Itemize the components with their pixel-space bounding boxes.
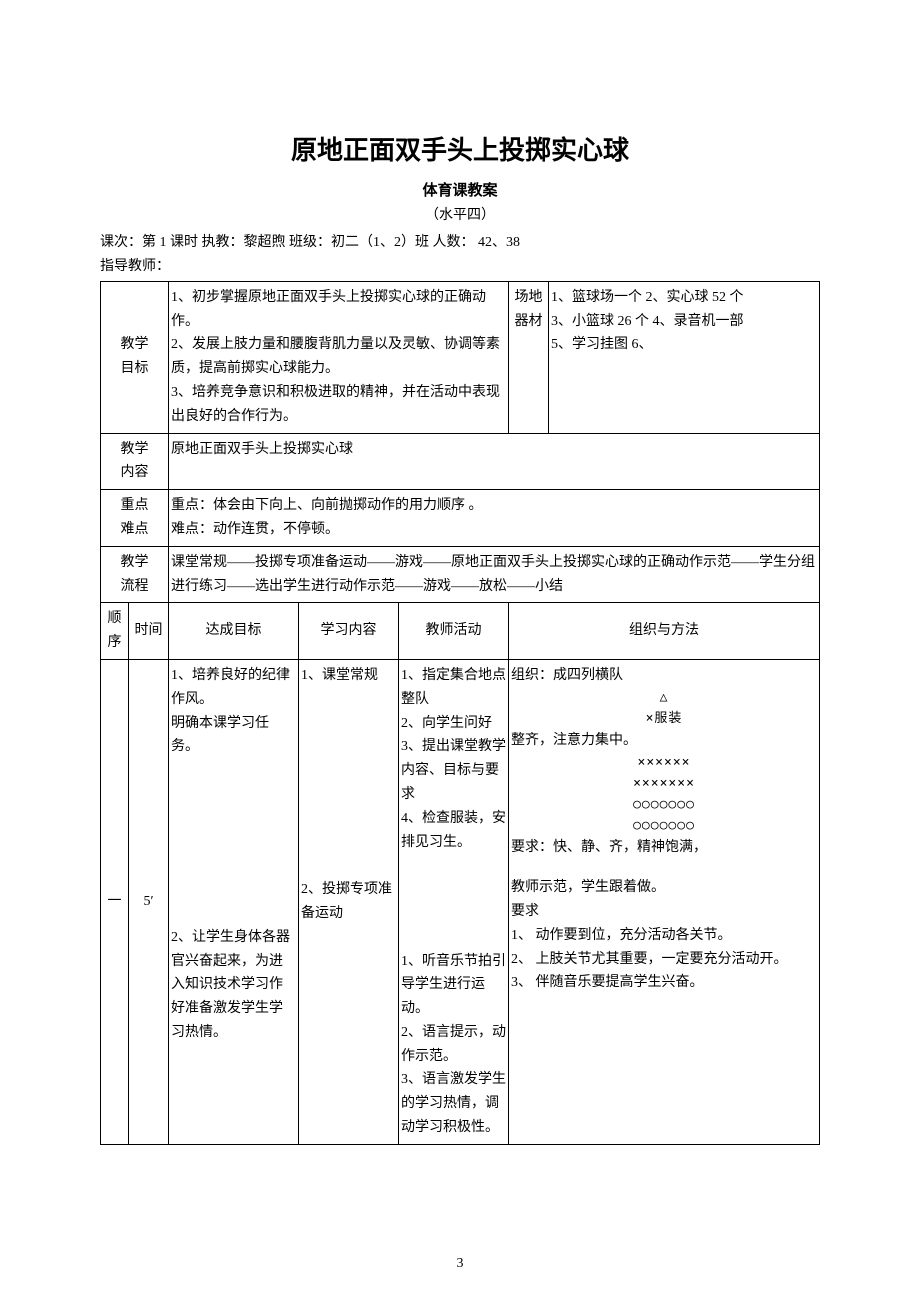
lesson-plan-table: 教学目标 1、初步掌握原地正面双手头上投掷实心球的正确动作。2、发展上肢力量和腰… [100,281,820,1145]
flow-label: 教学流程 [101,546,169,603]
row-keypoint: 重点难点 重点：体会由下向上、向前抛掷动作的用力顺序 。难点：动作连贯，不停顿。 [101,490,820,547]
org-top: 组织：成四列横队 [511,664,817,688]
stage1-seq: 一 [101,659,129,1144]
document-page: 原地正面双手头上投掷实心球 体育课教案 （水平四） 课次：第 1 课时 执教：黎… [0,0,920,1302]
col-teacher: 教师活动 [399,603,509,660]
goal-text: 1、初步掌握原地正面双手头上投掷实心球的正确动作。2、发展上肢力量和腰腹背肌力量… [169,281,509,433]
formation-o1: ○○○○○○○ [511,795,817,816]
formation-x1: ×服装 [511,709,817,730]
flow-text: 课堂常规——投掷专项准备运动——游戏——原地正面双手头上投掷实心球的正确动作示范… [169,546,820,603]
subtitle: 体育课教案 [100,179,820,200]
content-text: 原地正面双手头上投掷实心球 [169,433,820,490]
goal-label: 教学目标 [101,281,169,433]
col-time: 时间 [129,603,169,660]
equip-label: 场地器材 [509,281,549,433]
col-org: 组织与方法 [509,603,820,660]
spacer-bottom [511,995,817,1035]
stage1-teacher: 1、指定集合地点整队2、向学生问好3、提出课堂教学内容、目标与要求4、检查服装，… [399,659,509,1144]
org-req-item1: 1、 动作要到位，充分活动各关节。 [511,924,817,948]
keypoint-label: 重点难点 [101,490,169,547]
org-req-item2: 2、 上肢关节尤其重要，一定要充分活动开。 [511,948,817,972]
stage1-org: 组织：成四列横队 △ ×服装 整齐，注意力集中。 ×××××× ××××××× … [509,659,820,1144]
col-seq: 顺序 [101,603,129,660]
level-label: （水平四） [100,204,820,224]
col-achieve: 达成目标 [169,603,299,660]
stage1-time: 5′ [129,659,169,1144]
spacer [511,860,817,876]
formation-x3: ××××××× [511,774,817,795]
org-demo: 教师示范，学生跟着做。 [511,876,817,900]
meta-line-2: 指导教师： [100,256,820,278]
formation-o2: ○○○○○○○ [511,816,817,837]
row-columns: 顺序 时间 达成目标 学习内容 教师活动 组织与方法 [101,603,820,660]
org-req-label: 要求 [511,900,817,924]
main-title: 原地正面双手头上投掷实心球 [100,130,820,167]
row-flow: 教学流程 课堂常规——投掷专项准备运动——游戏——原地正面双手头上投掷实心球的正… [101,546,820,603]
formation-x2: ×××××× [511,753,817,774]
equip-text: 1、篮球场一个 2、实心球 52 个3、小篮球 26 个 4、录音机一部5、学习… [549,281,820,433]
stage1-study: 1、课堂常规 2、投掷专项准备运动 [299,659,399,1144]
meta-line-1: 课次：第 1 课时 执教：黎超煦 班级：初二（1、2）班 人数： 42、38 [100,232,820,254]
row-stage-1: 一 5′ 1、培养良好的纪律作风。明确本课学习任务。 2、让学生身体各器官兴奋起… [101,659,820,1144]
org-neat: 整齐，注意力集中。 [511,729,817,753]
keypoint-text: 重点：体会由下向上、向前抛掷动作的用力顺序 。难点：动作连贯，不停顿。 [169,490,820,547]
row-content: 教学内容 原地正面双手头上投掷实心球 [101,433,820,490]
formation-tri: △ [511,688,817,709]
stage1-achieve: 1、培养良好的纪律作风。明确本课学习任务。 2、让学生身体各器官兴奋起来，为进入… [169,659,299,1144]
row-goal: 教学目标 1、初步掌握原地正面双手头上投掷实心球的正确动作。2、发展上肢力量和腰… [101,281,820,433]
page-number: 3 [0,1256,920,1272]
content-label: 教学内容 [101,433,169,490]
org-req-item3: 3、 伴随音乐要提高学生兴奋。 [511,971,817,995]
org-req1: 要求：快、静、齐，精神饱满， [511,836,817,860]
col-study: 学习内容 [299,603,399,660]
